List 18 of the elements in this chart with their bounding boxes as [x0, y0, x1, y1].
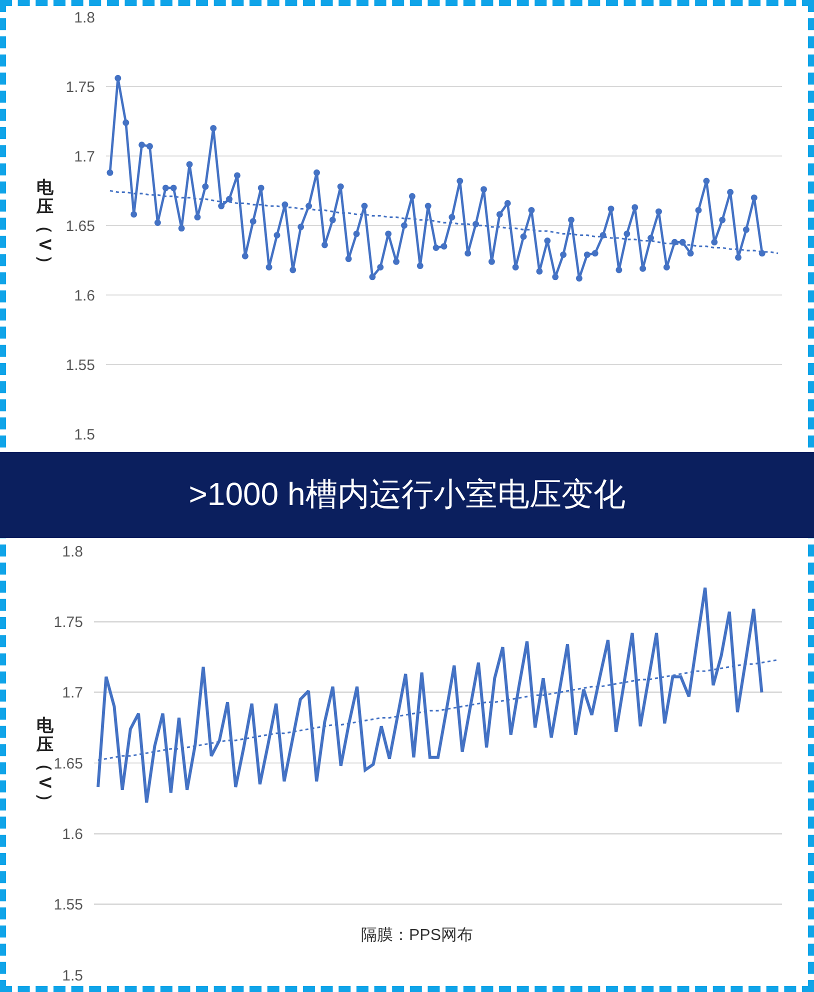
chart-title: >1000 h槽内运行小室电压变化	[0, 452, 814, 538]
y-tick-label: 1.8	[62, 543, 83, 560]
annotation: 隔膜：PPS网布	[361, 926, 474, 944]
y-tick-label: 1.55	[66, 356, 95, 374]
y-tick-label: 1.75	[54, 614, 83, 631]
y-tick-label: 1.5	[74, 426, 95, 444]
y-tick-label: 1.65	[66, 218, 95, 235]
y-axis-title: 电压（V）	[35, 716, 54, 811]
y-tick-label: 1.5	[62, 967, 83, 984]
y-tick-label: 1.55	[54, 896, 83, 914]
y-tick-label: 1.6	[74, 287, 95, 304]
y-tick-label: 1.65	[54, 755, 83, 772]
y-tick-label: 1.7	[62, 684, 83, 702]
y-tick-label: 1.8	[74, 9, 95, 26]
y-axis-title: 电压（V）	[35, 178, 55, 274]
y-tick-label: 1.7	[74, 148, 95, 166]
y-tick-label: 1.75	[66, 78, 95, 96]
y-tick-label: 1.6	[62, 826, 83, 843]
